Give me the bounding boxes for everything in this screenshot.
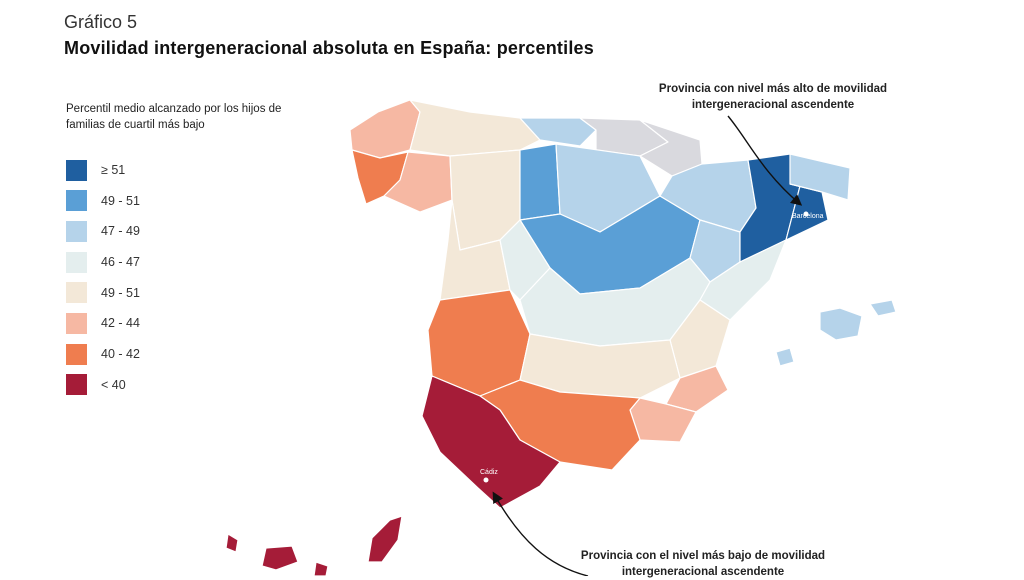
legend-label: 46 - 47	[101, 255, 140, 270]
chart-number: Gráfico 5	[64, 12, 138, 32]
legend-swatch	[66, 220, 87, 242]
legend: ≥ 51 49 - 51 47 - 49 46 - 47 49 - 51 42 …	[66, 159, 140, 406]
legend-item: 47 - 49	[66, 220, 140, 242]
barcelona-marker	[803, 211, 809, 217]
annotation-lowest: Provincia con el nivel más bajo de movil…	[580, 550, 826, 578]
legend-swatch	[66, 159, 87, 181]
legend-item: 49 - 51	[66, 282, 140, 304]
arrow-lowest	[492, 491, 589, 576]
legend-label: < 40	[101, 377, 126, 392]
annotation-highest: Provincia con nivel más alto de movilida…	[658, 83, 888, 111]
region-cantabria	[519, 117, 597, 147]
legend-item: 49 - 51	[66, 190, 140, 212]
legend-item: 40 - 42	[66, 343, 140, 365]
legend-swatch	[66, 374, 87, 396]
cadiz-marker	[483, 477, 489, 483]
region-galicia-coast	[349, 99, 421, 159]
region-girona	[789, 153, 851, 201]
region-canarias	[225, 515, 403, 576]
legend-label: 40 - 42	[101, 347, 140, 362]
legend-title: Percentil medio alcanzado por los hijos …	[66, 103, 282, 131]
region-palencia	[519, 143, 561, 221]
cadiz-label: Cádiz	[480, 469, 498, 476]
legend-swatch	[66, 251, 87, 273]
legend-swatch	[66, 343, 87, 365]
region-baleares	[775, 299, 897, 367]
legend-label: 49 - 51	[101, 193, 140, 208]
chart-title: Movilidad intergeneracional absoluta en …	[64, 38, 594, 58]
legend-label: ≥ 51	[101, 163, 126, 177]
region-andalucia-west	[421, 375, 561, 509]
arrow-highest	[727, 115, 803, 206]
legend-item: 46 - 47	[66, 251, 140, 273]
legend-item: 42 - 44	[66, 312, 140, 334]
legend-label: 49 - 51	[101, 285, 140, 300]
legend-swatch	[66, 282, 87, 304]
barcelona-label: Barcelona	[792, 213, 824, 220]
legend-item: ≥ 51	[66, 159, 140, 181]
provinces	[225, 99, 897, 576]
legend-swatch	[66, 190, 87, 212]
legend-item: < 40	[66, 374, 140, 396]
legend-label: 47 - 49	[101, 224, 140, 239]
legend-swatch	[66, 312, 87, 334]
legend-label: 42 - 44	[101, 316, 140, 331]
region-alicante	[665, 365, 729, 413]
region-asturias	[409, 99, 541, 157]
